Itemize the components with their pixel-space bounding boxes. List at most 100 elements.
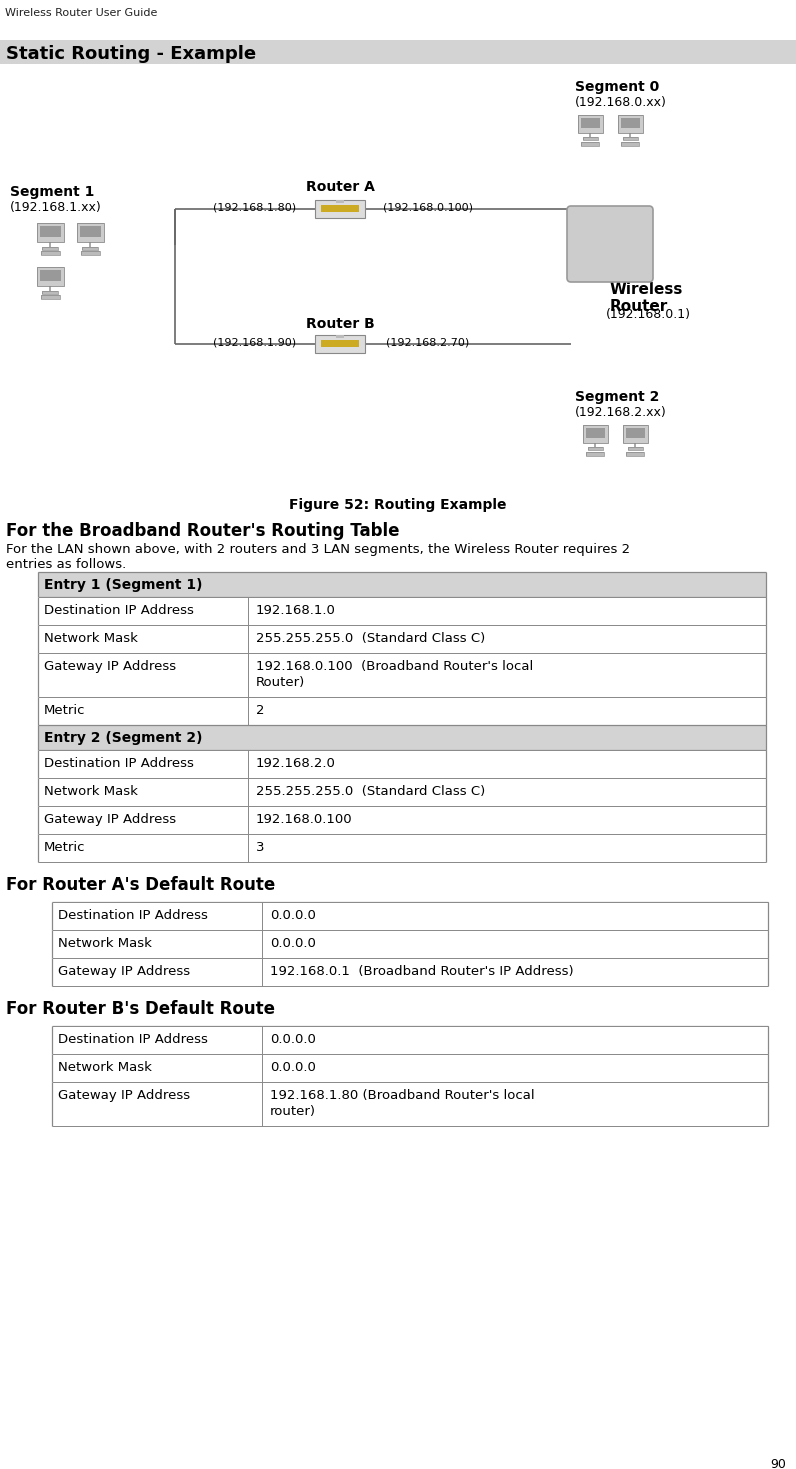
Bar: [37, 267, 64, 286]
Text: Network Mask: Network Mask: [44, 632, 138, 645]
Text: (192.168.1.90): (192.168.1.90): [213, 336, 297, 347]
Text: 192.168.0.100: 192.168.0.100: [256, 812, 353, 826]
Bar: [40, 270, 61, 281]
Bar: [82, 247, 98, 250]
Text: 255.255.255.0  (Standard Class C): 255.255.255.0 (Standard Class C): [256, 784, 486, 798]
Bar: [42, 291, 58, 294]
Bar: [81, 251, 100, 256]
Text: 192.168.0.100  (Broadband Router's local: 192.168.0.100 (Broadband Router's local: [256, 660, 533, 673]
Text: Router B: Router B: [306, 317, 374, 331]
Bar: [0, 40, 796, 65]
Bar: [41, 295, 60, 300]
Bar: [41, 251, 60, 256]
Bar: [315, 335, 365, 353]
Bar: [42, 247, 58, 250]
Bar: [581, 141, 599, 145]
Text: Segment 2: Segment 2: [575, 389, 659, 404]
Text: Router): Router): [256, 676, 305, 689]
Text: Gateway IP Address: Gateway IP Address: [44, 660, 176, 673]
Text: Wireless Router User Guide: Wireless Router User Guide: [5, 7, 158, 18]
Text: 0.0.0.0: 0.0.0.0: [270, 1033, 316, 1046]
Text: Wireless
Router: Wireless Router: [610, 282, 684, 314]
Text: Gateway IP Address: Gateway IP Address: [58, 965, 190, 978]
Text: (192.168.2.xx): (192.168.2.xx): [575, 405, 667, 419]
Text: (192.168.0.100): (192.168.0.100): [383, 203, 473, 212]
Bar: [81, 251, 100, 256]
Text: 0.0.0.0: 0.0.0.0: [270, 909, 316, 923]
Bar: [583, 137, 598, 140]
Text: Destination IP Address: Destination IP Address: [58, 1033, 208, 1046]
Bar: [37, 223, 64, 242]
Text: Segment 1: Segment 1: [10, 185, 95, 198]
Bar: [336, 335, 344, 338]
Bar: [621, 141, 639, 145]
Bar: [626, 451, 644, 455]
Text: For the LAN shown above, with 2 routers and 3 LAN segments, the Wireless Router : For the LAN shown above, with 2 routers …: [6, 544, 630, 571]
Text: (192.168.1.80): (192.168.1.80): [213, 203, 297, 212]
Text: Figure 52: Routing Example: Figure 52: Routing Example: [289, 498, 507, 513]
Bar: [52, 930, 768, 958]
Text: For Router A's Default Route: For Router A's Default Route: [6, 876, 275, 895]
Text: Destination IP Address: Destination IP Address: [44, 604, 194, 617]
Bar: [38, 654, 766, 696]
Bar: [628, 447, 643, 451]
Bar: [623, 425, 648, 444]
Bar: [621, 141, 639, 145]
Bar: [38, 696, 766, 726]
Text: Metric: Metric: [44, 840, 85, 853]
Bar: [80, 226, 101, 237]
Bar: [315, 335, 365, 353]
Bar: [586, 451, 604, 455]
Text: router): router): [270, 1105, 316, 1118]
Bar: [583, 425, 608, 444]
Text: Entry 1 (Segment 1): Entry 1 (Segment 1): [44, 577, 202, 592]
Text: Network Mask: Network Mask: [58, 1061, 152, 1074]
Bar: [52, 1053, 768, 1083]
Bar: [52, 1083, 768, 1127]
Text: Gateway IP Address: Gateway IP Address: [44, 812, 176, 826]
Bar: [40, 226, 61, 237]
Bar: [38, 751, 766, 779]
Text: 192.168.1.80 (Broadband Router's local: 192.168.1.80 (Broadband Router's local: [270, 1089, 535, 1102]
Bar: [321, 339, 359, 347]
Text: 192.168.1.0: 192.168.1.0: [256, 604, 336, 617]
Bar: [38, 596, 766, 624]
Bar: [52, 958, 768, 986]
Bar: [578, 115, 603, 134]
Bar: [38, 726, 766, 751]
Bar: [588, 447, 603, 451]
Text: 3: 3: [256, 840, 264, 853]
Bar: [623, 425, 648, 444]
Text: Destination IP Address: Destination IP Address: [44, 757, 194, 770]
Bar: [38, 834, 766, 862]
Bar: [626, 451, 644, 455]
Text: 2: 2: [256, 704, 264, 717]
Bar: [623, 137, 638, 140]
Bar: [321, 206, 359, 212]
Bar: [583, 425, 608, 444]
Bar: [586, 427, 605, 438]
Bar: [42, 247, 58, 250]
Bar: [42, 291, 58, 294]
Bar: [52, 902, 768, 930]
Bar: [618, 115, 643, 134]
Bar: [586, 451, 604, 455]
Text: 192.168.2.0: 192.168.2.0: [256, 757, 336, 770]
Bar: [578, 115, 603, 134]
Text: (192.168.0.xx): (192.168.0.xx): [575, 95, 667, 109]
Text: Network Mask: Network Mask: [44, 784, 138, 798]
Text: 90: 90: [770, 1459, 786, 1469]
Bar: [628, 447, 643, 451]
Bar: [315, 200, 365, 217]
Text: (192.168.2.70): (192.168.2.70): [386, 336, 470, 347]
Bar: [581, 118, 600, 128]
Bar: [583, 137, 598, 140]
Text: For the Broadband Router's Routing Table: For the Broadband Router's Routing Table: [6, 521, 400, 541]
Bar: [336, 200, 344, 203]
Text: 0.0.0.0: 0.0.0.0: [270, 937, 316, 950]
Bar: [38, 779, 766, 806]
Text: Network Mask: Network Mask: [58, 937, 152, 950]
Bar: [623, 137, 638, 140]
Bar: [52, 1025, 768, 1053]
Bar: [38, 624, 766, 654]
